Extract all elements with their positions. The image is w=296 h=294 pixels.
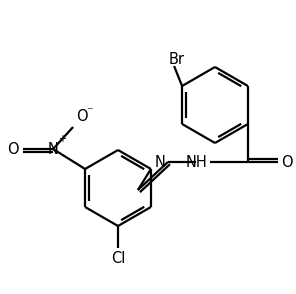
Text: N: N: [155, 155, 166, 170]
Text: +: +: [58, 134, 66, 144]
Text: Cl: Cl: [111, 251, 125, 266]
Text: N: N: [48, 141, 59, 156]
Text: Br: Br: [169, 52, 185, 67]
Text: O: O: [76, 109, 88, 124]
Text: ⁻: ⁻: [86, 105, 93, 118]
Text: O: O: [7, 141, 19, 156]
Text: NH: NH: [185, 155, 207, 170]
Text: O: O: [281, 155, 292, 170]
